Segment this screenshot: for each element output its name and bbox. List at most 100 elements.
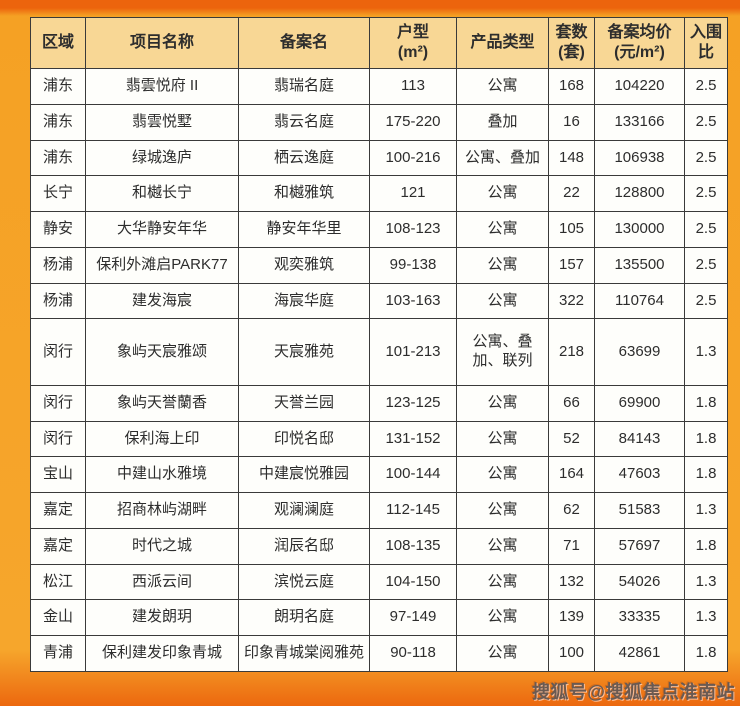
table-cell: 公寓、叠加、联列: [456, 318, 549, 386]
table-cell: 112-145: [369, 492, 457, 529]
table-cell: 叠加: [456, 103, 549, 141]
table-cell: 浦东: [30, 68, 86, 105]
table-row: 杨浦 建发海宸 海宸华庭 103-163 公寓 322 110764 2.5: [30, 282, 728, 320]
table-cell: 71: [548, 527, 595, 565]
table-cell: 翡雲悦墅: [85, 103, 239, 141]
table-cell: 静安: [30, 211, 86, 248]
column-header-3: 户型 (m²): [369, 17, 457, 69]
table-row: 松江 西派云间 滨悦云庭 104-150 公寓 132 54026 1.3: [30, 563, 728, 601]
table-cell: 103-163: [369, 282, 457, 320]
table-cell: 杨浦: [30, 282, 86, 320]
column-header-1: 项目名称: [85, 17, 239, 69]
table-cell: 象屿天誉蘭香: [85, 384, 239, 422]
table-cell: 164: [548, 456, 595, 494]
table-cell: 印象青城棠阅雅苑: [238, 635, 370, 672]
table-cell: 嘉定: [30, 527, 86, 565]
table-cell: 2.5: [684, 282, 728, 320]
table-cell: 84143: [594, 420, 685, 458]
table-cell: 139: [548, 599, 595, 637]
table-cell: 观奕雅筑: [238, 246, 370, 284]
table-cell: 松江: [30, 563, 86, 601]
table-cell: 101-213: [369, 318, 457, 386]
table-cell: 1.3: [684, 599, 728, 637]
table-cell: 54026: [594, 563, 685, 601]
table-cell: 132: [548, 563, 595, 601]
table-cell: 公寓: [456, 456, 549, 494]
table-cell: 润辰名邸: [238, 527, 370, 565]
table-row: 青浦 保利建发印象青城 印象青城棠阅雅苑 90-118 公寓 100 42861 1.8: [30, 635, 728, 672]
table-row: 嘉定 时代之城 润辰名邸 108-135 公寓 71 57697 1.8: [30, 527, 728, 565]
table-row: 闵行 象屿天宸雅颂 天宸雅苑 101-213 公寓、叠加、联列 218 63699 1.3: [30, 318, 728, 386]
table-cell: 69900: [594, 384, 685, 422]
table-cell: 52: [548, 420, 595, 458]
table-cell: 印悦名邸: [238, 420, 370, 458]
table-cell: 和樾长宁: [85, 175, 239, 212]
table-row: 浦东 绿城逸庐 栖云逸庭 100-216 公寓、叠加 148 106938 2.5: [30, 139, 728, 177]
table-cell: 大华静安年华: [85, 211, 239, 248]
table-cell: 嘉定: [30, 492, 86, 529]
table-cell: 133166: [594, 103, 685, 141]
table-cell: 长宁: [30, 175, 86, 212]
table-cell: 浦东: [30, 139, 86, 177]
table-cell: 建发海宸: [85, 282, 239, 320]
table-cell: 公寓: [456, 492, 549, 529]
table-cell: 157: [548, 246, 595, 284]
table-cell: 105: [548, 211, 595, 248]
table-cell: 42861: [594, 635, 685, 672]
table-cell: 海宸华庭: [238, 282, 370, 320]
column-header-6: 备案均价 (元/m²): [594, 17, 685, 69]
table-cell: 168: [548, 68, 595, 105]
table-cell: 110764: [594, 282, 685, 320]
table-cell: 闵行: [30, 318, 86, 386]
table-row: 嘉定 招商林屿湖畔 观澜澜庭 112-145 公寓 62 51583 1.3: [30, 492, 728, 529]
table-cell: 公寓: [456, 420, 549, 458]
table-header-row: 区域 项目名称 备案名 户型 (m²) 产品类型 套数 (套) 备案均价 (元/m²) 入围比: [30, 17, 728, 69]
table-cell: 121: [369, 175, 457, 212]
table-cell: 1.8: [684, 384, 728, 422]
table-cell: 招商林屿湖畔: [85, 492, 239, 529]
table-cell: 象屿天宸雅颂: [85, 318, 239, 386]
column-header-2: 备案名: [238, 17, 370, 69]
table-cell: 108-135: [369, 527, 457, 565]
table-cell: 148: [548, 139, 595, 177]
table-cell: 123-125: [369, 384, 457, 422]
table-cell: 63699: [594, 318, 685, 386]
table-cell: 33335: [594, 599, 685, 637]
table-cell: 绿城逸庐: [85, 139, 239, 177]
table-row: 金山 建发朗玥 朗玥名庭 97-149 公寓 139 33335 1.3: [30, 599, 728, 637]
table-cell: 公寓: [456, 211, 549, 248]
table-cell: 滨悦云庭: [238, 563, 370, 601]
table-cell: 保利海上印: [85, 420, 239, 458]
table-cell: 2.5: [684, 103, 728, 141]
table-cell: 106938: [594, 139, 685, 177]
table-cell: 135500: [594, 246, 685, 284]
table-cell: 104220: [594, 68, 685, 105]
table-cell: 2.5: [684, 211, 728, 248]
table-cell: 天誉兰园: [238, 384, 370, 422]
table-cell: 青浦: [30, 635, 86, 672]
table-cell: 公寓、叠加: [456, 139, 549, 177]
table-cell: 108-123: [369, 211, 457, 248]
table-cell: 97-149: [369, 599, 457, 637]
table-cell: 100-216: [369, 139, 457, 177]
table-cell: 保利外滩启PARK77: [85, 246, 239, 284]
table-cell: 时代之城: [85, 527, 239, 565]
table-cell: 130000: [594, 211, 685, 248]
table-cell: 闵行: [30, 420, 86, 458]
table-row: 长宁 和樾长宁 和樾雅筑 121 公寓 22 128800 2.5: [30, 175, 728, 212]
column-header-5: 套数 (套): [548, 17, 595, 69]
table-cell: 公寓: [456, 635, 549, 672]
table-cell: 1.3: [684, 563, 728, 601]
table-cell: 218: [548, 318, 595, 386]
column-header-4: 产品类型: [456, 17, 549, 69]
table-cell: 66: [548, 384, 595, 422]
column-header-0: 区域: [30, 17, 86, 69]
table-cell: 1.8: [684, 420, 728, 458]
table-cell: 16: [548, 103, 595, 141]
table-cell: 杨浦: [30, 246, 86, 284]
table-cell: 100-144: [369, 456, 457, 494]
table-cell: 99-138: [369, 246, 457, 284]
table-cell: 金山: [30, 599, 86, 637]
table-cell: 22: [548, 175, 595, 212]
table-cell: 公寓: [456, 282, 549, 320]
